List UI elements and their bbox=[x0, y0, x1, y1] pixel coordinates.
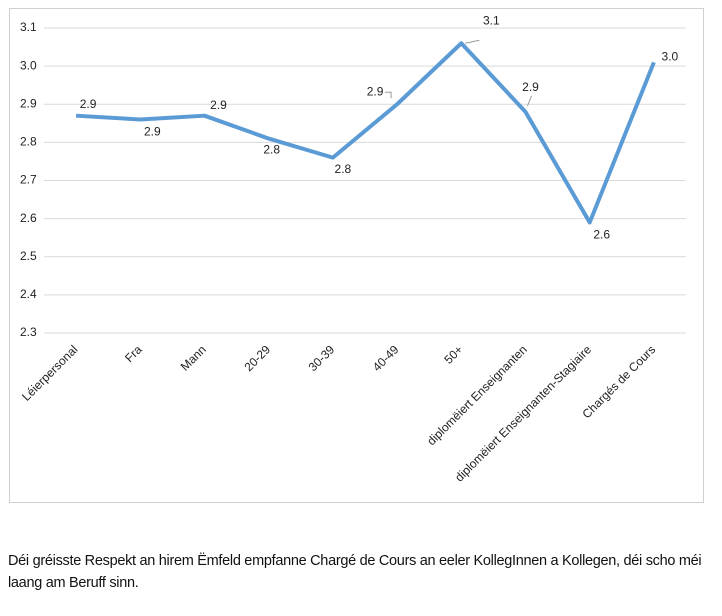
y-tick-label: 2.5 bbox=[20, 249, 37, 263]
y-tick-label: 2.4 bbox=[20, 287, 37, 301]
data-label: 2.9 bbox=[367, 84, 384, 98]
caption: Déi gréisste Respekt an hirem Ëmfeld emp… bbox=[8, 553, 702, 591]
leader-line bbox=[385, 91, 392, 99]
data-line bbox=[75, 41, 656, 225]
y-tick-label: 2.3 bbox=[20, 325, 37, 339]
y-tick-label: 3.0 bbox=[20, 58, 37, 72]
y-tick-label: 3.1 bbox=[20, 20, 37, 34]
y-tick-label: 2.9 bbox=[20, 96, 37, 110]
y-tick-label: 2.7 bbox=[20, 173, 37, 187]
data-label: 2.9 bbox=[522, 80, 539, 94]
data-label: 2.9 bbox=[144, 125, 161, 139]
data-label: 2.9 bbox=[210, 98, 227, 112]
chart-frame bbox=[9, 8, 704, 503]
data-label: 3.1 bbox=[483, 13, 500, 27]
chart: 2.3 2.4 2.5 2.6 2.7 2.8 2.9 3.0 3.1 2.9 2.9 2.9 2.8 2… bbox=[9, 8, 704, 503]
y-tick-label: 2.8 bbox=[20, 135, 37, 149]
data-label: 2.9 bbox=[80, 97, 97, 111]
leader-line bbox=[527, 95, 532, 107]
y-tick-label: 2.6 bbox=[20, 211, 37, 225]
data-label: 2.8 bbox=[263, 143, 280, 157]
data-label: 3.0 bbox=[662, 49, 679, 63]
data-label: 2.6 bbox=[593, 228, 610, 242]
leader-line bbox=[465, 39, 480, 44]
data-label: 2.8 bbox=[335, 162, 352, 176]
